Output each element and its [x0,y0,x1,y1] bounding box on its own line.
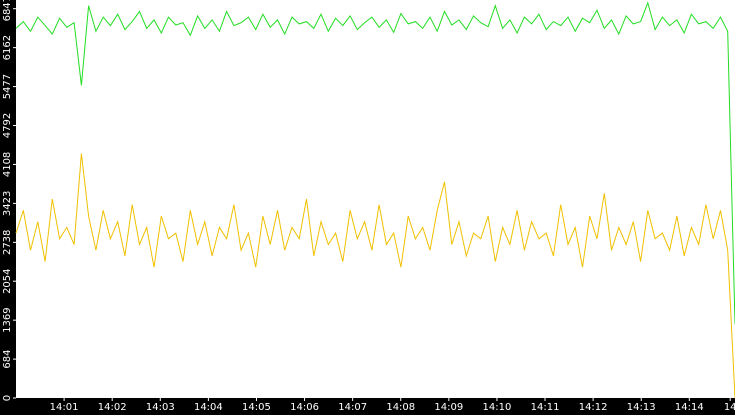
x-tick-label: 14:10 [483,402,512,413]
x-tick-label: 14:08 [386,402,415,413]
x-tick-label: 14 [724,402,735,413]
x-tick-label: 14:02 [98,402,127,413]
y-tick-label: 1369 [2,307,13,332]
x-tick-label: 14:07 [338,402,367,413]
x-tick-label: 14:05 [242,402,271,413]
plot-area [16,0,735,398]
y-tick-label: 684 [2,350,13,369]
series-line [15,1,735,325]
x-tick-label: 14:13 [627,402,656,413]
x-tick-label: 14:01 [50,402,79,413]
x-tick-label: 14:09 [434,402,463,413]
x-tick-label: 14:04 [194,402,223,413]
x-tick-label: 14:11 [531,402,560,413]
y-tick-label: 6162 [2,35,13,60]
y-tick-label: 4792 [2,113,13,138]
x-tick-label: 14:03 [146,402,175,413]
y-tick-label: 0 [2,395,13,401]
x-tick-label: 14:06 [290,402,319,413]
y-tick-label: 3423 [2,191,13,216]
y-tick-label: 4108 [2,152,13,177]
x-tick-label: 14:14 [675,402,704,413]
y-tick-label: 6847 [2,0,13,21]
x-tick-label: 14:12 [579,402,608,413]
series-line [15,153,735,399]
y-tick-label: 2054 [2,268,13,293]
y-tick-label: 2738 [2,230,13,255]
y-tick-label: 5477 [2,74,13,99]
